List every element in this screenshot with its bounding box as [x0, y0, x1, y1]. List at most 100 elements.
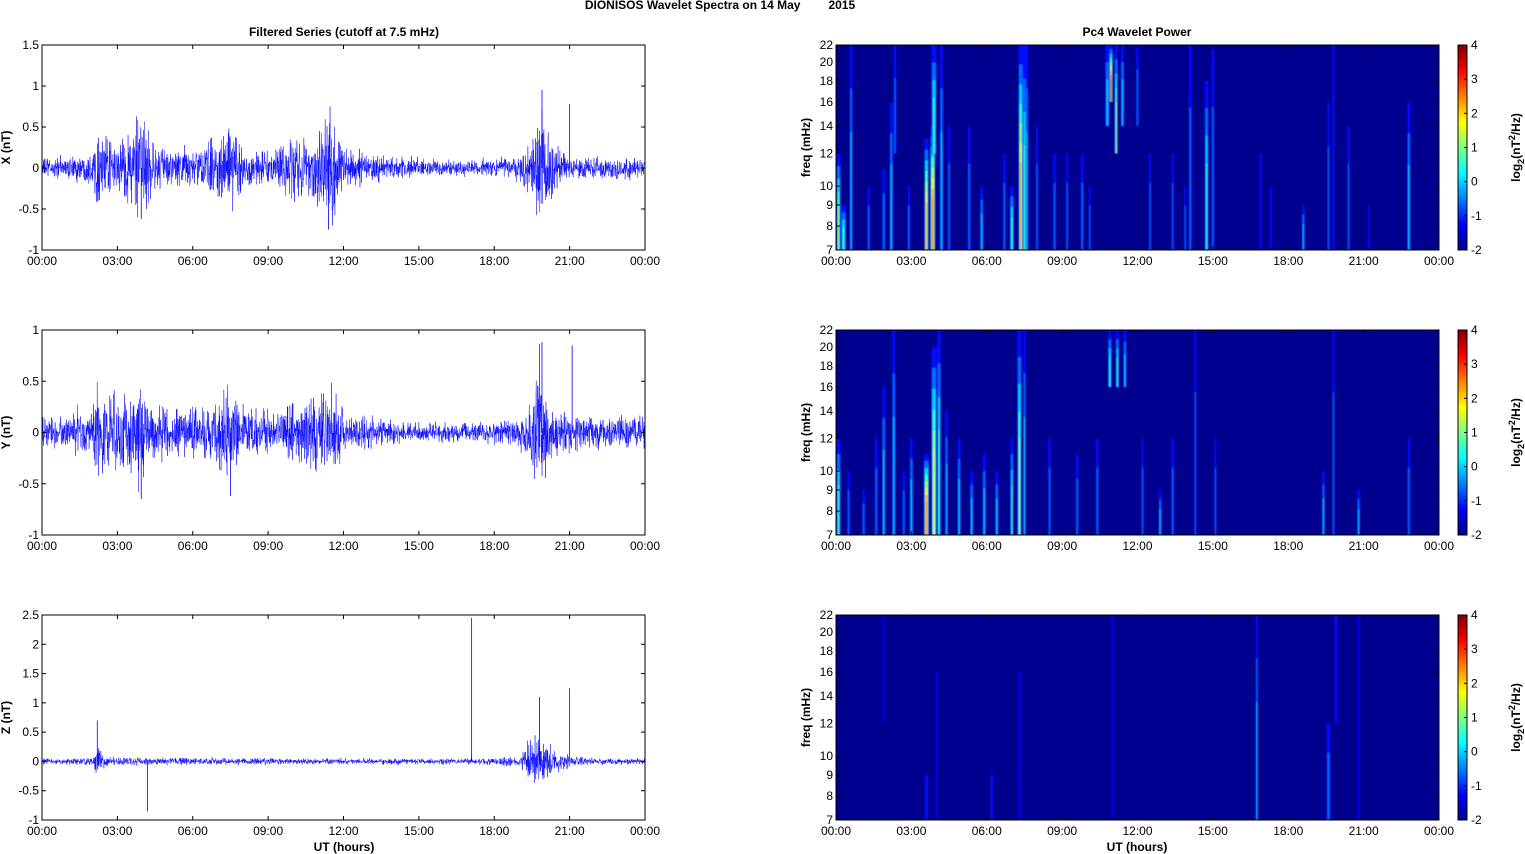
- x-tick-label: 09:00: [253, 824, 283, 838]
- power-burst-layer: [1322, 498, 1324, 535]
- colorbar-tick-label: -1: [1471, 209, 1482, 223]
- y-axis-label: X (nT): [0, 131, 13, 165]
- y-tick-label: 18: [820, 74, 834, 88]
- power-burst-layer: [1357, 615, 1360, 820]
- power-burst-layer: [1358, 509, 1360, 535]
- y-tick-label: 0.5: [22, 374, 39, 388]
- y-tick-label: 8: [826, 789, 833, 803]
- x-tick-label: 00:00: [27, 539, 57, 553]
- power-burst-layer: [1212, 107, 1214, 250]
- power-burst-layer: [903, 490, 905, 535]
- power-burst-layer: [1327, 752, 1330, 820]
- power-burst-layer: [1172, 182, 1174, 250]
- y-tick-label: -0.5: [18, 202, 39, 216]
- y-tick-label: 22: [820, 323, 834, 337]
- power-burst-layer: [925, 202, 927, 250]
- power-burst-layer: [837, 485, 840, 535]
- plot-background: [42, 45, 645, 250]
- x-tick-label: 12:00: [328, 824, 358, 838]
- power-burst-layer: [1334, 615, 1338, 724]
- x-tick-label: 12:00: [328, 254, 358, 268]
- y-axis-label: freq (mHz): [799, 403, 813, 462]
- power-burst-layer: [1020, 162, 1022, 250]
- power-burst-layer: [1096, 467, 1099, 535]
- power-burst-layer: [882, 615, 885, 724]
- power-burst-layer: [1116, 357, 1118, 388]
- power-burst-layer: [940, 131, 943, 250]
- x-tick-label: 09:00: [1047, 254, 1077, 268]
- x-tick-label: 21:00: [555, 254, 585, 268]
- signal-trace: [42, 735, 645, 783]
- colorbar-tick-label: -1: [1471, 494, 1482, 508]
- y-axis-label: Y (nT): [0, 416, 13, 450]
- x-tick-label: 18:00: [1273, 539, 1303, 553]
- colorbar-tick-label: -2: [1471, 528, 1482, 542]
- filtered-series-z-panel: -1 -0.5 0 0.5 1 1.5 2 2.5 00:00 03:00 06:00 09:00 12…: [0, 608, 660, 838]
- y-tick-label: 14: [820, 689, 834, 703]
- power-burst-layer: [1194, 392, 1196, 535]
- power-burst-layer: [1124, 354, 1126, 388]
- x-tick-label: 12:00: [1122, 824, 1152, 838]
- power-burst-layer: [1136, 69, 1139, 126]
- power-burst-layer: [1141, 467, 1144, 535]
- y-tick-label: -0.5: [18, 477, 39, 491]
- y-tick-label: 18: [820, 359, 834, 373]
- x-tick-label: 00:00: [821, 824, 851, 838]
- power-burst-layer: [890, 164, 892, 250]
- y-tick-label: 8: [826, 219, 833, 233]
- x-tick-label: 21:00: [1349, 539, 1379, 553]
- x-tick-label: 06:00: [178, 824, 208, 838]
- y-tick-label: 20: [820, 625, 834, 639]
- x-tick-label: 09:00: [1047, 539, 1077, 553]
- right-column-title: Pc4 Wavelet Power: [1083, 25, 1192, 39]
- y-tick-label: 14: [820, 404, 834, 418]
- y-tick-label: 12: [820, 432, 834, 446]
- power-burst-layer: [1189, 107, 1191, 250]
- power-burst-layer: [1332, 392, 1335, 535]
- power-burst-layer: [1327, 147, 1330, 250]
- colorbar-label-mid: (nT: [1509, 710, 1523, 729]
- power-burst-layer: [1408, 164, 1410, 250]
- y-tick-label: 7: [826, 243, 833, 257]
- x-tick-label: 00:00: [1424, 254, 1454, 268]
- power-bursts: [836, 45, 1411, 250]
- colorbar-tick-label: -1: [1471, 779, 1482, 793]
- y-tick-label: -0.5: [18, 784, 39, 798]
- power-burst-layer: [1023, 416, 1025, 535]
- power-burst-layer: [883, 449, 885, 535]
- y-tick-label: 1: [32, 323, 39, 337]
- x-tick-label: 03:00: [102, 539, 132, 553]
- colorbar-label: log2(nT2/Hz): [1507, 683, 1525, 752]
- y-tick-label: -1: [28, 528, 39, 542]
- colorbar-label-sub: 2: [1516, 729, 1525, 734]
- power-burst-layer: [1076, 478, 1078, 535]
- y-tick-label: 0.5: [22, 120, 39, 134]
- x-tick-label: 15:00: [404, 824, 434, 838]
- x-tick-label: 21:00: [555, 539, 585, 553]
- power-burst-layer: [867, 205, 870, 250]
- left-x-axis-label: UT (hours): [314, 840, 375, 854]
- y-tick-label: 16: [820, 380, 834, 394]
- y-tick-label: 9: [826, 198, 833, 212]
- x-tick-label: 18:00: [479, 824, 509, 838]
- colorbar-tick-label: 3: [1471, 357, 1478, 371]
- colorbar-label: log2(nT2/Hz): [1507, 398, 1525, 467]
- filtered-series-y-panel: -1 -0.5 0 0.5 1 00:00 03:00 06:00 09:00 12:00 15:0…: [0, 323, 660, 553]
- x-tick-label: 00:00: [630, 824, 660, 838]
- x-tick-label: 15:00: [404, 254, 434, 268]
- y-tick-label: 10: [820, 749, 834, 763]
- x-tick-label: 00:00: [821, 539, 851, 553]
- colorbar-tick-label: 4: [1471, 38, 1478, 52]
- power-burst-layer: [1110, 79, 1112, 103]
- x-tick-label: 06:00: [178, 254, 208, 268]
- x-tick-label: 18:00: [1273, 254, 1303, 268]
- power-burst-layer: [1121, 79, 1124, 126]
- colorbar-tick-label: 1: [1471, 141, 1478, 155]
- figure-title-year: 2015: [828, 0, 855, 12]
- right-x-axis-label: UT (hours): [1107, 840, 1168, 854]
- x-tick-label: 03:00: [102, 254, 132, 268]
- y-tick-label: 0.5: [22, 725, 39, 739]
- y-tick-label: 12: [820, 147, 834, 161]
